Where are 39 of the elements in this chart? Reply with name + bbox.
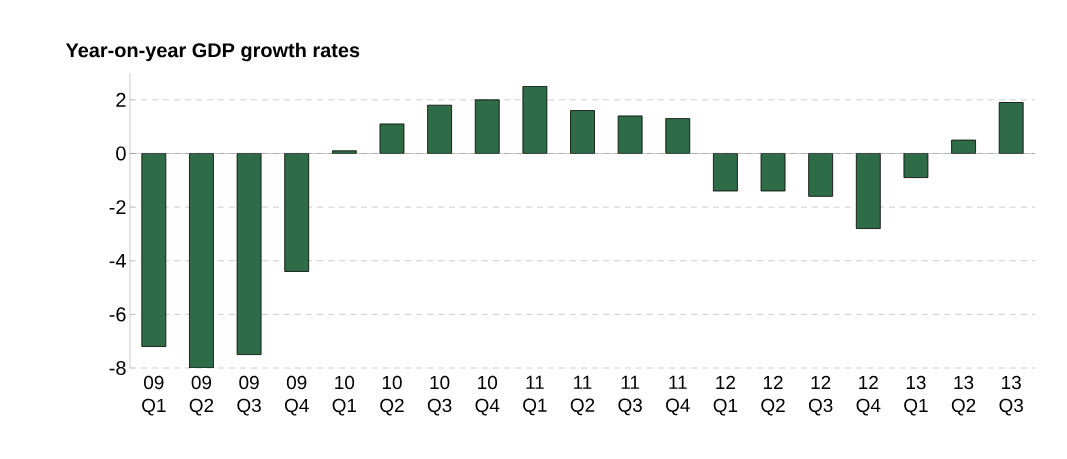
x-tick-label: 09 Q3 xyxy=(237,375,261,416)
x-tick-label: 12 Q4 xyxy=(856,375,881,416)
bar xyxy=(998,102,1024,154)
y-tick-label: 2 xyxy=(116,92,126,107)
x-tick-label: 12 Q3 xyxy=(808,375,833,416)
bar xyxy=(474,99,500,154)
x-tick-label: 11 Q4 xyxy=(666,375,690,416)
bar xyxy=(808,153,834,197)
x-tick-label: 10 Q4 xyxy=(475,375,500,416)
x-tick-label: 09 Q2 xyxy=(189,375,214,416)
x-tick-label: 09 Q1 xyxy=(142,375,166,416)
bar xyxy=(855,153,881,229)
bar xyxy=(427,104,453,154)
y-tick-label: -8 xyxy=(109,360,126,376)
bar xyxy=(570,110,595,154)
bar xyxy=(236,153,262,355)
bar xyxy=(713,153,738,192)
y-tick-label: -4 xyxy=(109,253,126,268)
bar xyxy=(284,153,310,272)
y-tick-label: -6 xyxy=(109,307,126,322)
x-tick-label: 10 Q2 xyxy=(380,375,404,416)
y-tick-label: 0 xyxy=(116,146,126,161)
x-tick-label: 11 Q3 xyxy=(618,375,642,416)
x-tick-label: 11 Q2 xyxy=(570,375,595,416)
bar xyxy=(665,118,691,154)
x-tick-label: 13 Q2 xyxy=(951,375,976,416)
bar xyxy=(189,153,214,368)
chart-title: Year-on-year GDP growth rates xyxy=(65,42,360,62)
bar xyxy=(522,86,548,154)
x-tick-label: 10 Q3 xyxy=(427,375,452,416)
x-tick-label: 10 Q1 xyxy=(332,375,357,416)
bar xyxy=(141,153,167,347)
x-tick-label: 11 Q1 xyxy=(523,375,547,416)
x-tick-label: 12 Q2 xyxy=(761,375,785,416)
y-tick-label: -2 xyxy=(109,200,126,215)
x-tick-label: 12 Q1 xyxy=(713,375,738,416)
x-tick-label: 09 Q4 xyxy=(284,375,309,416)
x-tick-label: 13 Q1 xyxy=(904,375,928,416)
x-tick-label: 13 Q3 xyxy=(999,375,1023,416)
